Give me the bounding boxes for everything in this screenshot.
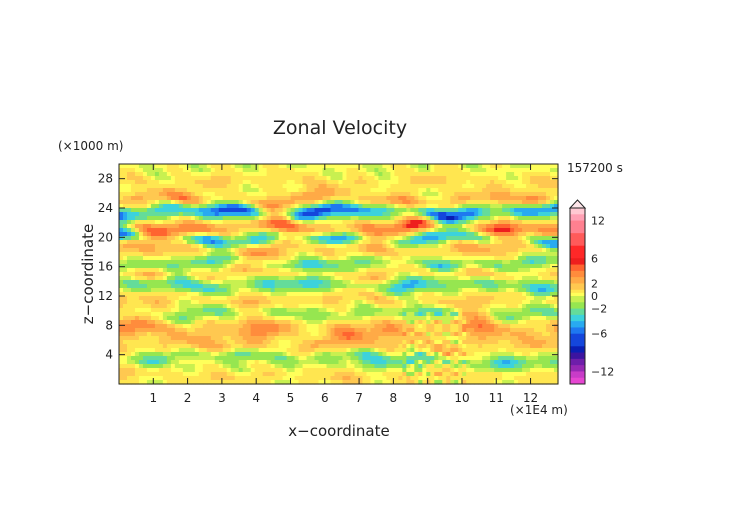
x-tick-label: 5 <box>287 391 295 405</box>
y-tick-label: 20 <box>98 230 113 244</box>
colorbar-label: 12 <box>591 215 605 228</box>
x-tick-label: 8 <box>390 391 398 405</box>
colorbar: 12 6 20−2 −6 −12 <box>568 199 614 385</box>
y-tick-label: 4 <box>105 348 113 362</box>
colorbar-swatch <box>570 308 585 316</box>
colorbar-label: 2 <box>591 277 598 290</box>
x-tick-label: 11 <box>489 391 504 405</box>
colorbar-swatch <box>570 358 585 366</box>
x-unit-label: (×1E4 m) <box>510 403 568 417</box>
y-unit-label: (×1000 m) <box>58 139 123 153</box>
colorbar-frame <box>569 207 586 385</box>
colorbar-label: −2 <box>591 303 607 316</box>
heatmap-field <box>119 164 559 385</box>
colorbar-swatch <box>570 296 585 303</box>
colorbar-swatch <box>570 220 585 234</box>
x-tick-label: 6 <box>321 391 329 405</box>
colorbar-swatch <box>570 352 585 360</box>
colorbar-swatch <box>570 321 585 328</box>
time-label: 157200 s <box>567 161 623 175</box>
colorbar-label: 6 <box>591 252 598 265</box>
colorbar-label: 0 <box>591 290 598 303</box>
colorbar-swatch <box>570 277 585 284</box>
colorbar-swatch <box>570 346 585 353</box>
x-tick-label: 9 <box>424 391 432 405</box>
colorbar-swatch <box>570 314 585 322</box>
y-tick-label: 28 <box>98 172 113 186</box>
colorbar-swatch <box>570 289 585 294</box>
colorbar-swatch <box>570 327 585 335</box>
colorbar-swatch <box>570 292 585 297</box>
colorbar-swatch <box>570 270 585 278</box>
x-tick-label: 10 <box>454 391 469 405</box>
x-tick-label: 4 <box>252 391 260 405</box>
colorbar-extend-arrow <box>568 199 587 209</box>
colorbar-swatch <box>570 214 585 221</box>
colorbar-swatch <box>570 208 585 215</box>
y-tick-label: 12 <box>98 289 113 303</box>
y-axis-label: z−coordinate <box>79 224 97 324</box>
y-tick-label: 8 <box>105 318 113 332</box>
colorbar-swatch <box>570 333 585 347</box>
colorbar-swatch <box>570 283 585 291</box>
colorbar-swatch <box>570 302 585 309</box>
colorbar-swatch <box>570 371 585 379</box>
colorbar-label: −12 <box>591 365 614 378</box>
plot-frame <box>118 163 559 385</box>
x-tick-label: 3 <box>218 391 226 405</box>
colorbar-swatch <box>570 245 585 259</box>
x-tick-label: 12 <box>523 391 538 405</box>
x-tick-label: 7 <box>355 391 363 405</box>
y-axis: 4 8 12 16 20 24 28 <box>98 172 558 362</box>
x-tick-label: 1 <box>149 391 157 405</box>
colorbar-label: −6 <box>591 328 607 341</box>
colorbar-swatch <box>570 258 585 265</box>
x-tick-label: 2 <box>184 391 192 405</box>
colorbar-swatch <box>570 365 585 372</box>
chart-title: Zonal Velocity <box>273 117 407 139</box>
y-tick-label: 24 <box>98 201 113 215</box>
x-axis-label: x−coordinate <box>288 422 389 440</box>
colorbar-swatch <box>570 377 585 385</box>
colorbar-swatch <box>570 264 585 272</box>
x-axis: 1 2 3 4 5 6 7 8 9 10 11 12 <box>149 164 538 405</box>
colorbar-swatch <box>570 233 585 247</box>
y-tick-label: 16 <box>98 260 113 274</box>
